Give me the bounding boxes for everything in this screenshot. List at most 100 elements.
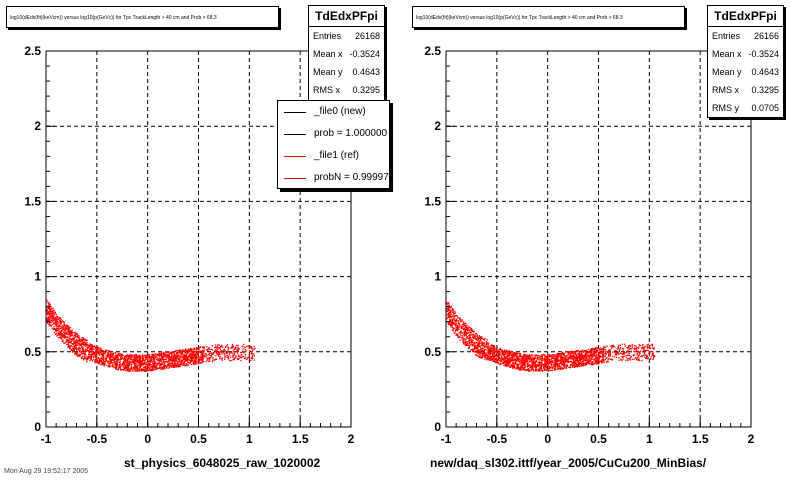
data-point xyxy=(74,340,76,342)
data-point xyxy=(581,355,583,357)
data-point xyxy=(178,355,180,358)
data-point xyxy=(653,347,655,349)
x-tick-label: 0.5 xyxy=(190,432,207,446)
data-point xyxy=(478,341,480,344)
data-point xyxy=(499,347,501,350)
data-point xyxy=(233,354,235,356)
data-point xyxy=(222,346,224,348)
data-point xyxy=(178,350,180,352)
data-point xyxy=(170,366,173,368)
data-point xyxy=(53,322,55,324)
data-point xyxy=(639,352,641,355)
data-point xyxy=(179,364,181,367)
data-point xyxy=(90,346,92,348)
data-point xyxy=(554,365,556,367)
data-point xyxy=(64,334,66,336)
data-point xyxy=(510,352,512,354)
data-point xyxy=(130,358,132,361)
data-point xyxy=(592,348,594,350)
data-point xyxy=(601,349,604,351)
data-point xyxy=(511,356,514,359)
data-point xyxy=(152,365,154,367)
data-point xyxy=(578,354,581,356)
data-point xyxy=(66,340,68,343)
data-point xyxy=(94,353,96,355)
legend-line-swatch xyxy=(284,134,306,135)
data-point xyxy=(643,351,645,354)
data-point xyxy=(112,352,114,354)
data-point xyxy=(515,357,517,359)
data-point xyxy=(134,365,137,367)
data-point xyxy=(536,357,539,359)
data-point xyxy=(567,351,569,354)
data-point xyxy=(192,363,194,365)
data-point xyxy=(555,364,558,367)
data-point xyxy=(84,345,87,347)
data-point xyxy=(633,350,635,353)
data-point xyxy=(82,357,84,360)
data-point xyxy=(515,359,517,361)
data-point xyxy=(196,347,198,350)
data-point xyxy=(248,346,251,348)
data-point xyxy=(541,354,543,356)
data-point xyxy=(62,328,64,330)
data-point xyxy=(537,364,539,366)
data-point xyxy=(178,365,180,368)
data-point xyxy=(575,358,578,360)
data-point xyxy=(590,348,592,351)
data-point xyxy=(553,363,555,365)
data-point xyxy=(587,351,589,353)
data-point xyxy=(472,330,474,333)
data-point xyxy=(140,361,142,363)
data-point xyxy=(178,360,181,363)
data-point xyxy=(462,341,464,343)
data-point xyxy=(193,350,195,353)
data-point xyxy=(453,322,455,324)
stats-label: RMS x xyxy=(313,85,340,95)
data-point xyxy=(176,364,178,367)
data-point xyxy=(535,365,537,368)
data-point xyxy=(79,354,82,356)
data-point xyxy=(544,357,546,359)
data-point xyxy=(506,350,508,353)
data-point xyxy=(636,358,638,360)
data-point xyxy=(72,340,75,342)
data-point xyxy=(80,357,83,360)
data-point xyxy=(178,363,180,365)
data-point xyxy=(500,351,502,353)
data-point xyxy=(538,362,540,365)
data-point xyxy=(647,350,650,352)
data-point xyxy=(98,363,100,365)
data-point xyxy=(488,353,490,355)
data-point xyxy=(475,335,478,337)
data-point xyxy=(504,364,506,366)
data-point xyxy=(160,359,162,361)
data-point xyxy=(125,356,128,359)
data-point xyxy=(521,365,523,367)
data-point xyxy=(156,354,159,356)
data-point xyxy=(89,351,91,353)
data-point xyxy=(599,352,601,354)
data-point xyxy=(173,358,175,360)
data-point xyxy=(231,352,233,354)
data-point xyxy=(547,364,550,366)
data-point xyxy=(471,344,474,347)
data-point xyxy=(458,332,460,334)
data-point xyxy=(464,342,467,345)
data-point xyxy=(642,346,644,348)
data-point xyxy=(107,352,109,354)
data-point xyxy=(198,361,200,363)
data-point xyxy=(54,318,56,321)
data-point xyxy=(569,356,571,359)
data-point xyxy=(136,358,139,360)
data-point xyxy=(240,351,242,354)
data-point xyxy=(623,347,625,350)
data-point xyxy=(562,358,564,361)
data-point xyxy=(69,337,71,339)
data-point xyxy=(60,326,62,328)
data-point xyxy=(449,311,452,314)
data-point xyxy=(50,313,52,315)
data-point xyxy=(146,356,148,358)
data-point xyxy=(552,357,555,360)
data-point xyxy=(124,366,127,368)
